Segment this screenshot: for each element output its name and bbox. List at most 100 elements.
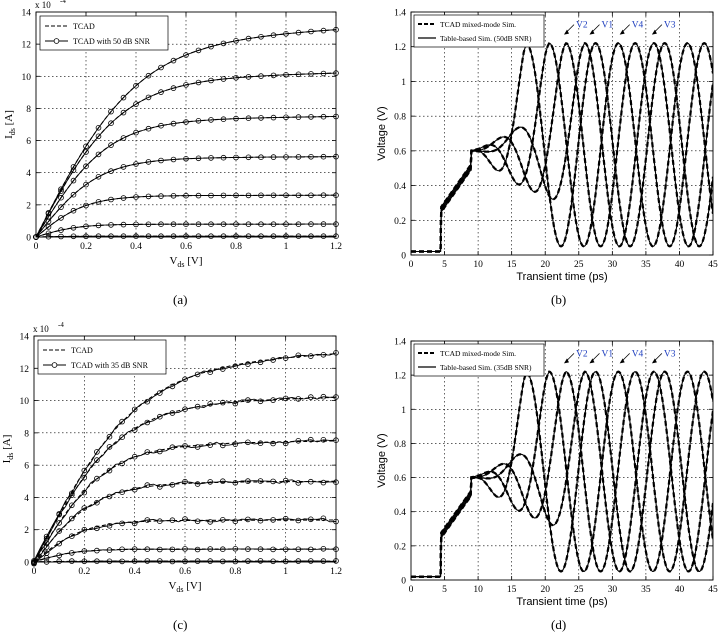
- snr-marker: [232, 400, 239, 407]
- legend-box: [37, 339, 167, 375]
- snr-marker: [183, 156, 189, 162]
- snr-marker: [119, 418, 125, 425]
- snr-marker: [182, 406, 188, 413]
- snr-marker: [108, 222, 114, 228]
- snr-marker: [282, 355, 289, 361]
- x-tick-label: 25: [574, 260, 584, 270]
- snr-marker: [108, 108, 114, 115]
- snr-marker: [220, 116, 227, 122]
- y-tick-label: 4: [24, 494, 29, 504]
- snr-marker: [169, 444, 176, 451]
- snr-marker: [283, 221, 289, 228]
- snr-marker: [95, 174, 102, 180]
- snr-marker: [43, 555, 50, 561]
- snr-marker: [283, 30, 289, 37]
- snr-marker: [133, 82, 139, 89]
- snr-marker: [120, 135, 127, 141]
- x-tick-label: 0.6: [179, 567, 191, 577]
- y-tick-label: 6: [26, 137, 31, 147]
- y-axis-label-main: I: [1, 459, 13, 463]
- snr-marker: [270, 478, 276, 485]
- snr-marker: [120, 94, 127, 101]
- x-tick-label: 5: [442, 260, 447, 270]
- snr-marker: [133, 129, 139, 136]
- snr-marker: [333, 518, 339, 525]
- x-tick-label: 0.4: [129, 567, 141, 577]
- snr-marker: [245, 439, 251, 446]
- snr-marker: [333, 221, 339, 227]
- snr-marker: [282, 558, 289, 565]
- snr-marker: [245, 221, 252, 228]
- snr-marker: [233, 192, 239, 199]
- snr-marker: [69, 558, 75, 564]
- y-tick-label: 12: [20, 365, 30, 375]
- y-axis-label: Ids [A]: [3, 110, 17, 139]
- snr-marker: [106, 558, 113, 565]
- snr-marker: [245, 361, 251, 367]
- snr-marker: [282, 440, 289, 447]
- snr-marker: [157, 546, 163, 553]
- snr-curve-4: [35, 156, 337, 238]
- y-axis-label: Ids [A]: [1, 435, 15, 464]
- snr-marker: [58, 188, 64, 194]
- snr-marker: [45, 233, 52, 240]
- snr-marker: [208, 221, 214, 228]
- snr-marker: [81, 505, 88, 511]
- snr-marker: [131, 546, 138, 552]
- snr-marker: [333, 113, 339, 120]
- snr-marker: [182, 443, 188, 449]
- x-tick-label: 5: [442, 585, 447, 595]
- snr-marker: [56, 528, 62, 534]
- y-tick-label: 14: [20, 333, 30, 343]
- snr-marker: [257, 546, 264, 552]
- snr-marker: [58, 227, 64, 233]
- snr-marker: [232, 363, 239, 370]
- snr-marker: [208, 43, 214, 50]
- annotation-V4: V4: [632, 349, 644, 359]
- snr-marker: [195, 192, 202, 199]
- snr-marker: [83, 202, 89, 209]
- snr-marker: [333, 233, 339, 240]
- snr-marker: [220, 221, 227, 228]
- snr-marker: [145, 159, 152, 165]
- snr-marker: [283, 72, 289, 78]
- legend-label-tcad: TCAD mixed-mode Sim.: [440, 349, 516, 358]
- snr-marker: [245, 115, 252, 121]
- snr-marker: [245, 397, 251, 403]
- x-axis-label-sub: ds: [176, 585, 183, 594]
- snr-marker: [56, 511, 62, 518]
- snr-marker: [119, 520, 125, 527]
- snr-curve-3: [33, 439, 337, 563]
- snr-marker: [232, 558, 239, 565]
- snr-marker: [194, 403, 201, 410]
- snr-marker: [282, 477, 289, 484]
- caption-d: (d): [551, 617, 567, 632]
- snr-marker: [81, 474, 88, 481]
- snr-marker: [133, 194, 139, 200]
- axes-c: 0 0.2 0.4 0.6 0.8 1 1.2 0 2 4 6 8 10 12 14x 10 -4 Vds [V…: [1, 321, 342, 594]
- x-tick-label: 0: [409, 585, 414, 595]
- annotation-V2: V2: [576, 349, 588, 359]
- snr-marker: [157, 484, 163, 490]
- y-tick-label: 0.6: [394, 474, 406, 484]
- snr-marker: [182, 376, 188, 383]
- snr-marker: [207, 400, 214, 407]
- y-tick-label: 0.4: [394, 182, 406, 192]
- snr-marker: [245, 558, 251, 564]
- x-tick-label: 30: [608, 260, 618, 270]
- legend: TCAD mixed-mode Sim. Table-based Sim. (35…: [413, 343, 545, 377]
- snr-marker: [120, 221, 127, 228]
- snr-marker: [220, 40, 227, 47]
- snr-marker: [69, 533, 75, 539]
- snr-marker: [295, 352, 302, 359]
- snr-marker: [131, 453, 138, 460]
- snr-marker: [158, 89, 164, 95]
- snr-marker: [333, 26, 339, 33]
- snr-marker: [108, 196, 114, 203]
- snr-marker: [70, 233, 77, 240]
- snr-marker: [220, 516, 226, 523]
- snr-curve-6: [33, 548, 336, 563]
- snr-marker: [133, 161, 139, 167]
- snr-marker: [207, 558, 214, 564]
- y-tick-label: 1.4: [394, 9, 406, 19]
